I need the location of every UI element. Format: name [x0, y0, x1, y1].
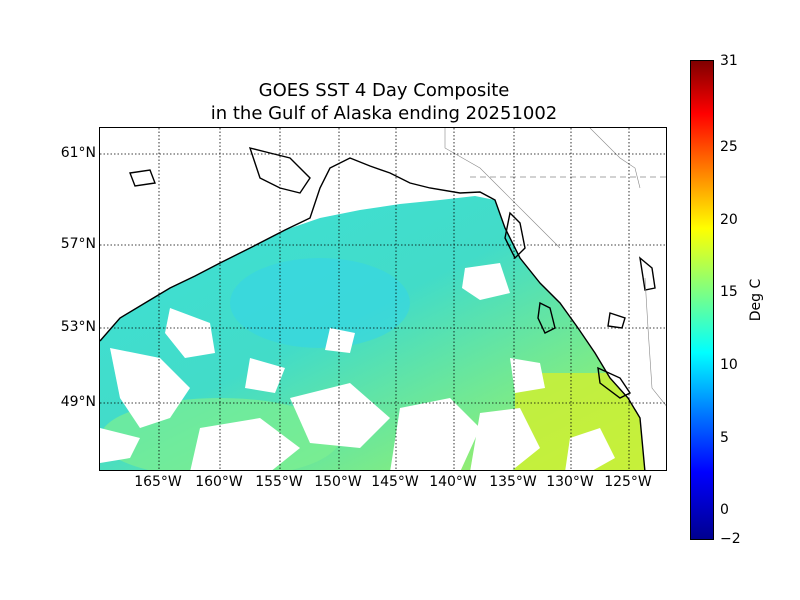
- lon-label-150w: 150°W: [314, 474, 362, 490]
- coastline: [100, 147, 656, 470]
- colorbar-label: Deg C: [748, 278, 764, 322]
- colorbar-tick-5: 5: [720, 430, 729, 446]
- graticule: [100, 128, 666, 470]
- lon-label-155w: 155°W: [255, 474, 303, 490]
- lat-label-57n: 57°N: [60, 236, 96, 252]
- lat-label-61n: 61°N: [60, 145, 96, 161]
- colorbar-tick-25: 25: [720, 139, 738, 155]
- sst-map: [99, 127, 667, 471]
- lat-label-49n: 49°N: [60, 394, 96, 410]
- lon-label-140w: 140°W: [429, 474, 477, 490]
- lon-label-165w: 165°W: [134, 474, 182, 490]
- map-title-line-1: GOES SST 4 Day Composite: [258, 80, 510, 101]
- lon-label-160w: 160°W: [195, 474, 243, 490]
- colorbar-tick-10: 10: [720, 357, 738, 373]
- lon-label-135w: 135°W: [489, 474, 537, 490]
- lon-label-145w: 145°W: [371, 474, 419, 490]
- colorbar-tick-0: 0: [720, 502, 729, 518]
- lon-label-130w: 130°W: [546, 474, 594, 490]
- sst-field: [100, 196, 645, 470]
- colorbar: [690, 60, 714, 540]
- map-title-line-2: in the Gulf of Alaska ending 20251002: [210, 103, 558, 124]
- colorbar-tick-31: 31: [720, 53, 738, 69]
- colorbar-tick-minus-2: −2: [720, 531, 741, 547]
- colorbar-tick-20: 20: [720, 212, 738, 228]
- colorbar-tick-15: 15: [720, 284, 738, 300]
- lat-label-53n: 53°N: [60, 319, 96, 335]
- lon-label-125w: 125°W: [604, 474, 652, 490]
